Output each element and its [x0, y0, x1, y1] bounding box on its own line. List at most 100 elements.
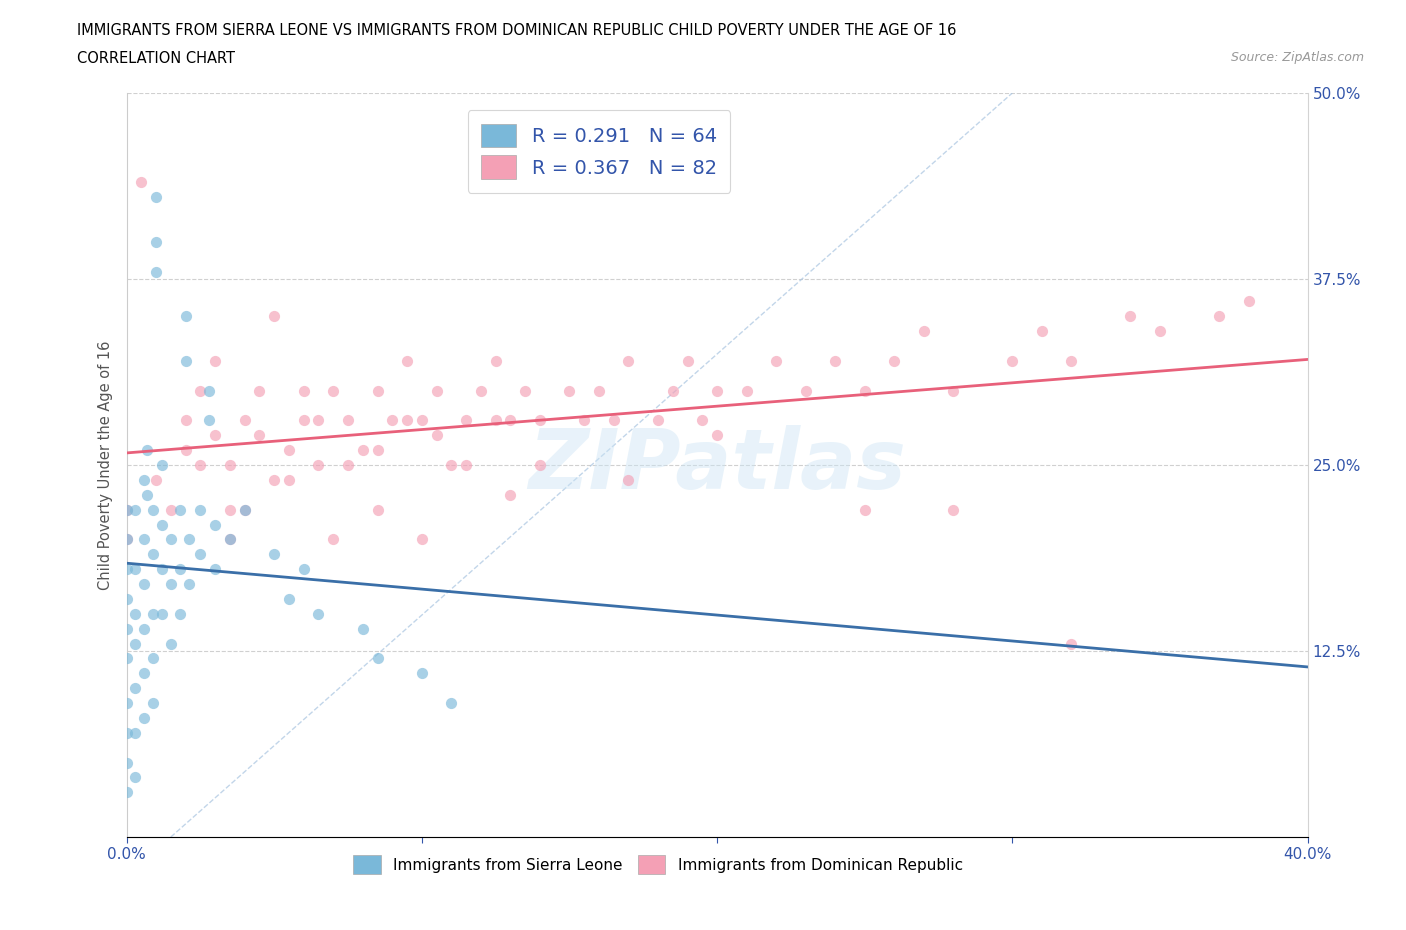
- Point: [169, 562, 191, 577]
- Point: [145, 190, 167, 205]
- Point: [174, 443, 197, 458]
- Point: [1208, 309, 1230, 324]
- Point: [676, 353, 699, 368]
- Point: [308, 606, 330, 621]
- Point: [278, 591, 301, 606]
- Text: IMMIGRANTS FROM SIERRA LEONE VS IMMIGRANTS FROM DOMINICAN REPUBLIC CHILD POVERTY: IMMIGRANTS FROM SIERRA LEONE VS IMMIGRAN…: [77, 23, 956, 38]
- Point: [115, 502, 138, 517]
- Point: [456, 458, 478, 472]
- Point: [169, 502, 191, 517]
- Point: [150, 562, 173, 577]
- Point: [308, 458, 330, 472]
- Point: [150, 606, 173, 621]
- Point: [150, 517, 173, 532]
- Point: [115, 785, 138, 800]
- Point: [233, 502, 256, 517]
- Point: [115, 532, 138, 547]
- Point: [142, 502, 165, 517]
- Point: [794, 383, 817, 398]
- Point: [292, 383, 315, 398]
- Legend: Immigrants from Sierra Leone, Immigrants from Dominican Republic: Immigrants from Sierra Leone, Immigrants…: [346, 847, 970, 882]
- Point: [662, 383, 685, 398]
- Point: [692, 413, 714, 428]
- Point: [219, 532, 242, 547]
- Point: [322, 532, 344, 547]
- Point: [145, 472, 167, 487]
- Point: [134, 666, 156, 681]
- Point: [174, 309, 197, 324]
- Point: [292, 562, 315, 577]
- Point: [425, 428, 447, 443]
- Point: [367, 383, 389, 398]
- Point: [142, 547, 165, 562]
- Text: ZIPatlas: ZIPatlas: [529, 424, 905, 506]
- Point: [198, 383, 221, 398]
- Point: [617, 353, 640, 368]
- Point: [124, 502, 146, 517]
- Point: [824, 353, 846, 368]
- Point: [219, 502, 242, 517]
- Point: [278, 443, 301, 458]
- Point: [322, 383, 344, 398]
- Point: [160, 502, 183, 517]
- Point: [499, 413, 522, 428]
- Point: [411, 666, 433, 681]
- Point: [1149, 324, 1171, 339]
- Point: [367, 651, 389, 666]
- Point: [115, 696, 138, 711]
- Point: [529, 458, 551, 472]
- Point: [396, 413, 419, 428]
- Point: [249, 383, 271, 398]
- Point: [204, 428, 226, 443]
- Point: [396, 353, 419, 368]
- Point: [150, 458, 173, 472]
- Point: [124, 725, 146, 740]
- Point: [617, 472, 640, 487]
- Point: [853, 502, 876, 517]
- Point: [529, 413, 551, 428]
- Point: [129, 175, 153, 190]
- Point: [456, 413, 478, 428]
- Point: [337, 458, 360, 472]
- Point: [440, 458, 463, 472]
- Point: [142, 696, 165, 711]
- Point: [883, 353, 905, 368]
- Point: [124, 681, 146, 696]
- Point: [115, 532, 138, 547]
- Point: [204, 353, 226, 368]
- Point: [558, 383, 581, 398]
- Point: [188, 502, 212, 517]
- Point: [735, 383, 758, 398]
- Point: [411, 413, 433, 428]
- Text: Source: ZipAtlas.com: Source: ZipAtlas.com: [1230, 51, 1364, 64]
- Point: [942, 383, 965, 398]
- Point: [233, 413, 256, 428]
- Point: [188, 383, 212, 398]
- Point: [942, 502, 965, 517]
- Point: [204, 562, 226, 577]
- Point: [145, 264, 167, 279]
- Point: [515, 383, 537, 398]
- Point: [484, 353, 508, 368]
- Point: [765, 353, 787, 368]
- Point: [198, 413, 221, 428]
- Point: [233, 502, 256, 517]
- Point: [1001, 353, 1024, 368]
- Point: [134, 621, 156, 636]
- Point: [115, 562, 138, 577]
- Point: [145, 234, 167, 249]
- Point: [136, 443, 159, 458]
- Point: [134, 711, 156, 725]
- Text: CORRELATION CHART: CORRELATION CHART: [77, 51, 235, 66]
- Point: [115, 621, 138, 636]
- Point: [124, 606, 146, 621]
- Point: [134, 577, 156, 591]
- Point: [188, 547, 212, 562]
- Point: [136, 487, 159, 502]
- Point: [1237, 294, 1260, 309]
- Point: [470, 383, 492, 398]
- Point: [381, 413, 404, 428]
- Point: [603, 413, 626, 428]
- Point: [411, 532, 433, 547]
- Point: [115, 591, 138, 606]
